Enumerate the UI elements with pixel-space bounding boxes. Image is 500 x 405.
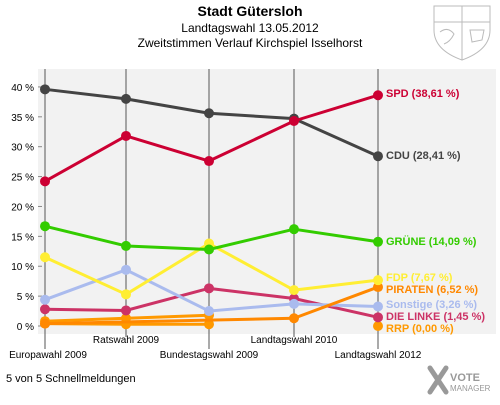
data-point[interactable]	[40, 221, 50, 232]
series-end-label: GRÜNE (14,09 %)	[386, 235, 477, 248]
data-point[interactable]	[40, 176, 50, 187]
y-tick-label: 10 %	[11, 262, 34, 273]
data-point[interactable]	[121, 305, 131, 316]
data-point[interactable]	[121, 289, 131, 300]
x-axis: Europawahl 2009 Ratswahl 2009Bundestagswa…	[9, 334, 422, 361]
data-point[interactable]	[204, 283, 214, 294]
x-tick-label: Landtagswahl 2010	[251, 335, 338, 346]
data-point[interactable]	[204, 108, 214, 119]
data-point[interactable]	[204, 244, 214, 255]
data-point[interactable]	[204, 156, 214, 167]
data-point[interactable]	[121, 93, 131, 104]
x-tick-label: Europawahl 2009	[9, 350, 87, 361]
data-point[interactable]	[40, 84, 50, 95]
chart-subtitle-2: Zweitstimmen Verlauf Kirchspiel Isselhor…	[138, 36, 363, 50]
y-tick-label: 30 %	[11, 143, 34, 154]
data-point[interactable]	[373, 151, 383, 162]
data-point[interactable]	[121, 264, 131, 275]
data-point[interactable]	[373, 312, 383, 323]
data-point[interactable]	[40, 252, 50, 263]
chart-title: Stadt Gütersloh	[197, 3, 302, 19]
status-text: 5 von 5 Schnellmeldungen	[6, 373, 136, 385]
x-mark-icon	[427, 365, 449, 395]
data-point[interactable]	[289, 115, 299, 126]
series-labels: SPD (38,61 %) CDU (28,41 %) GRÜNE (14,09 %…	[386, 88, 485, 335]
series-end-label: DIE LINKE (1,45 %)	[386, 311, 485, 323]
coat-of-arms-icon	[433, 5, 491, 61]
chart-subtitle: Landtagswahl 13.05.2012	[181, 21, 319, 35]
x-tick-label: Bundestagswahl 2009	[160, 350, 259, 361]
y-tick-label: 0 %	[17, 322, 34, 333]
y-tick-label: 40 %	[11, 83, 34, 94]
y-tick-label: 35 %	[11, 113, 34, 124]
data-point[interactable]	[40, 304, 50, 315]
data-point[interactable]	[121, 240, 131, 251]
y-tick-label: 15 %	[11, 232, 34, 243]
series-layer	[40, 84, 383, 331]
series-end-label: PIRATEN (6,52 %)	[386, 284, 478, 296]
series-end-label: Sonstige (3,26 %)	[386, 299, 477, 311]
data-point[interactable]	[289, 224, 299, 235]
y-axis: 0 % 5 % 10 % 15 % 20 % 25 % 30 % 35 % 40 %	[11, 83, 34, 333]
x-tick-label: Landtagswahl 2012	[335, 350, 422, 361]
series-end-label: SPD (38,61 %)	[386, 88, 460, 100]
data-point[interactable]	[289, 285, 299, 296]
x-tick-label: Ratswahl 2009	[93, 335, 160, 346]
data-point[interactable]	[204, 306, 214, 317]
brand-line-2: MANAGER	[450, 384, 491, 393]
series-end-label: RRP (0,00 %)	[386, 323, 454, 335]
data-point[interactable]	[373, 301, 383, 312]
y-tick-label: 20 %	[11, 202, 34, 213]
data-point[interactable]	[373, 90, 383, 101]
series-end-label: CDU (28,41 %)	[386, 150, 461, 162]
series-end-label: FDP (7,67 %)	[386, 272, 453, 284]
data-point[interactable]	[121, 130, 131, 141]
data-point[interactable]	[373, 275, 383, 286]
data-point[interactable]	[289, 298, 299, 309]
data-point[interactable]	[204, 319, 214, 330]
data-point[interactable]	[373, 282, 383, 293]
data-point[interactable]	[373, 321, 383, 331]
votemanager-logo: VOTE MANAGER	[427, 365, 491, 395]
y-tick-label: 25 %	[11, 173, 34, 184]
data-point[interactable]	[40, 318, 50, 329]
data-point[interactable]	[373, 236, 383, 247]
data-point[interactable]	[289, 313, 299, 324]
brand-line-1: VOTE	[450, 372, 480, 384]
data-point[interactable]	[40, 294, 50, 305]
y-tick-label: 5 %	[17, 292, 34, 303]
